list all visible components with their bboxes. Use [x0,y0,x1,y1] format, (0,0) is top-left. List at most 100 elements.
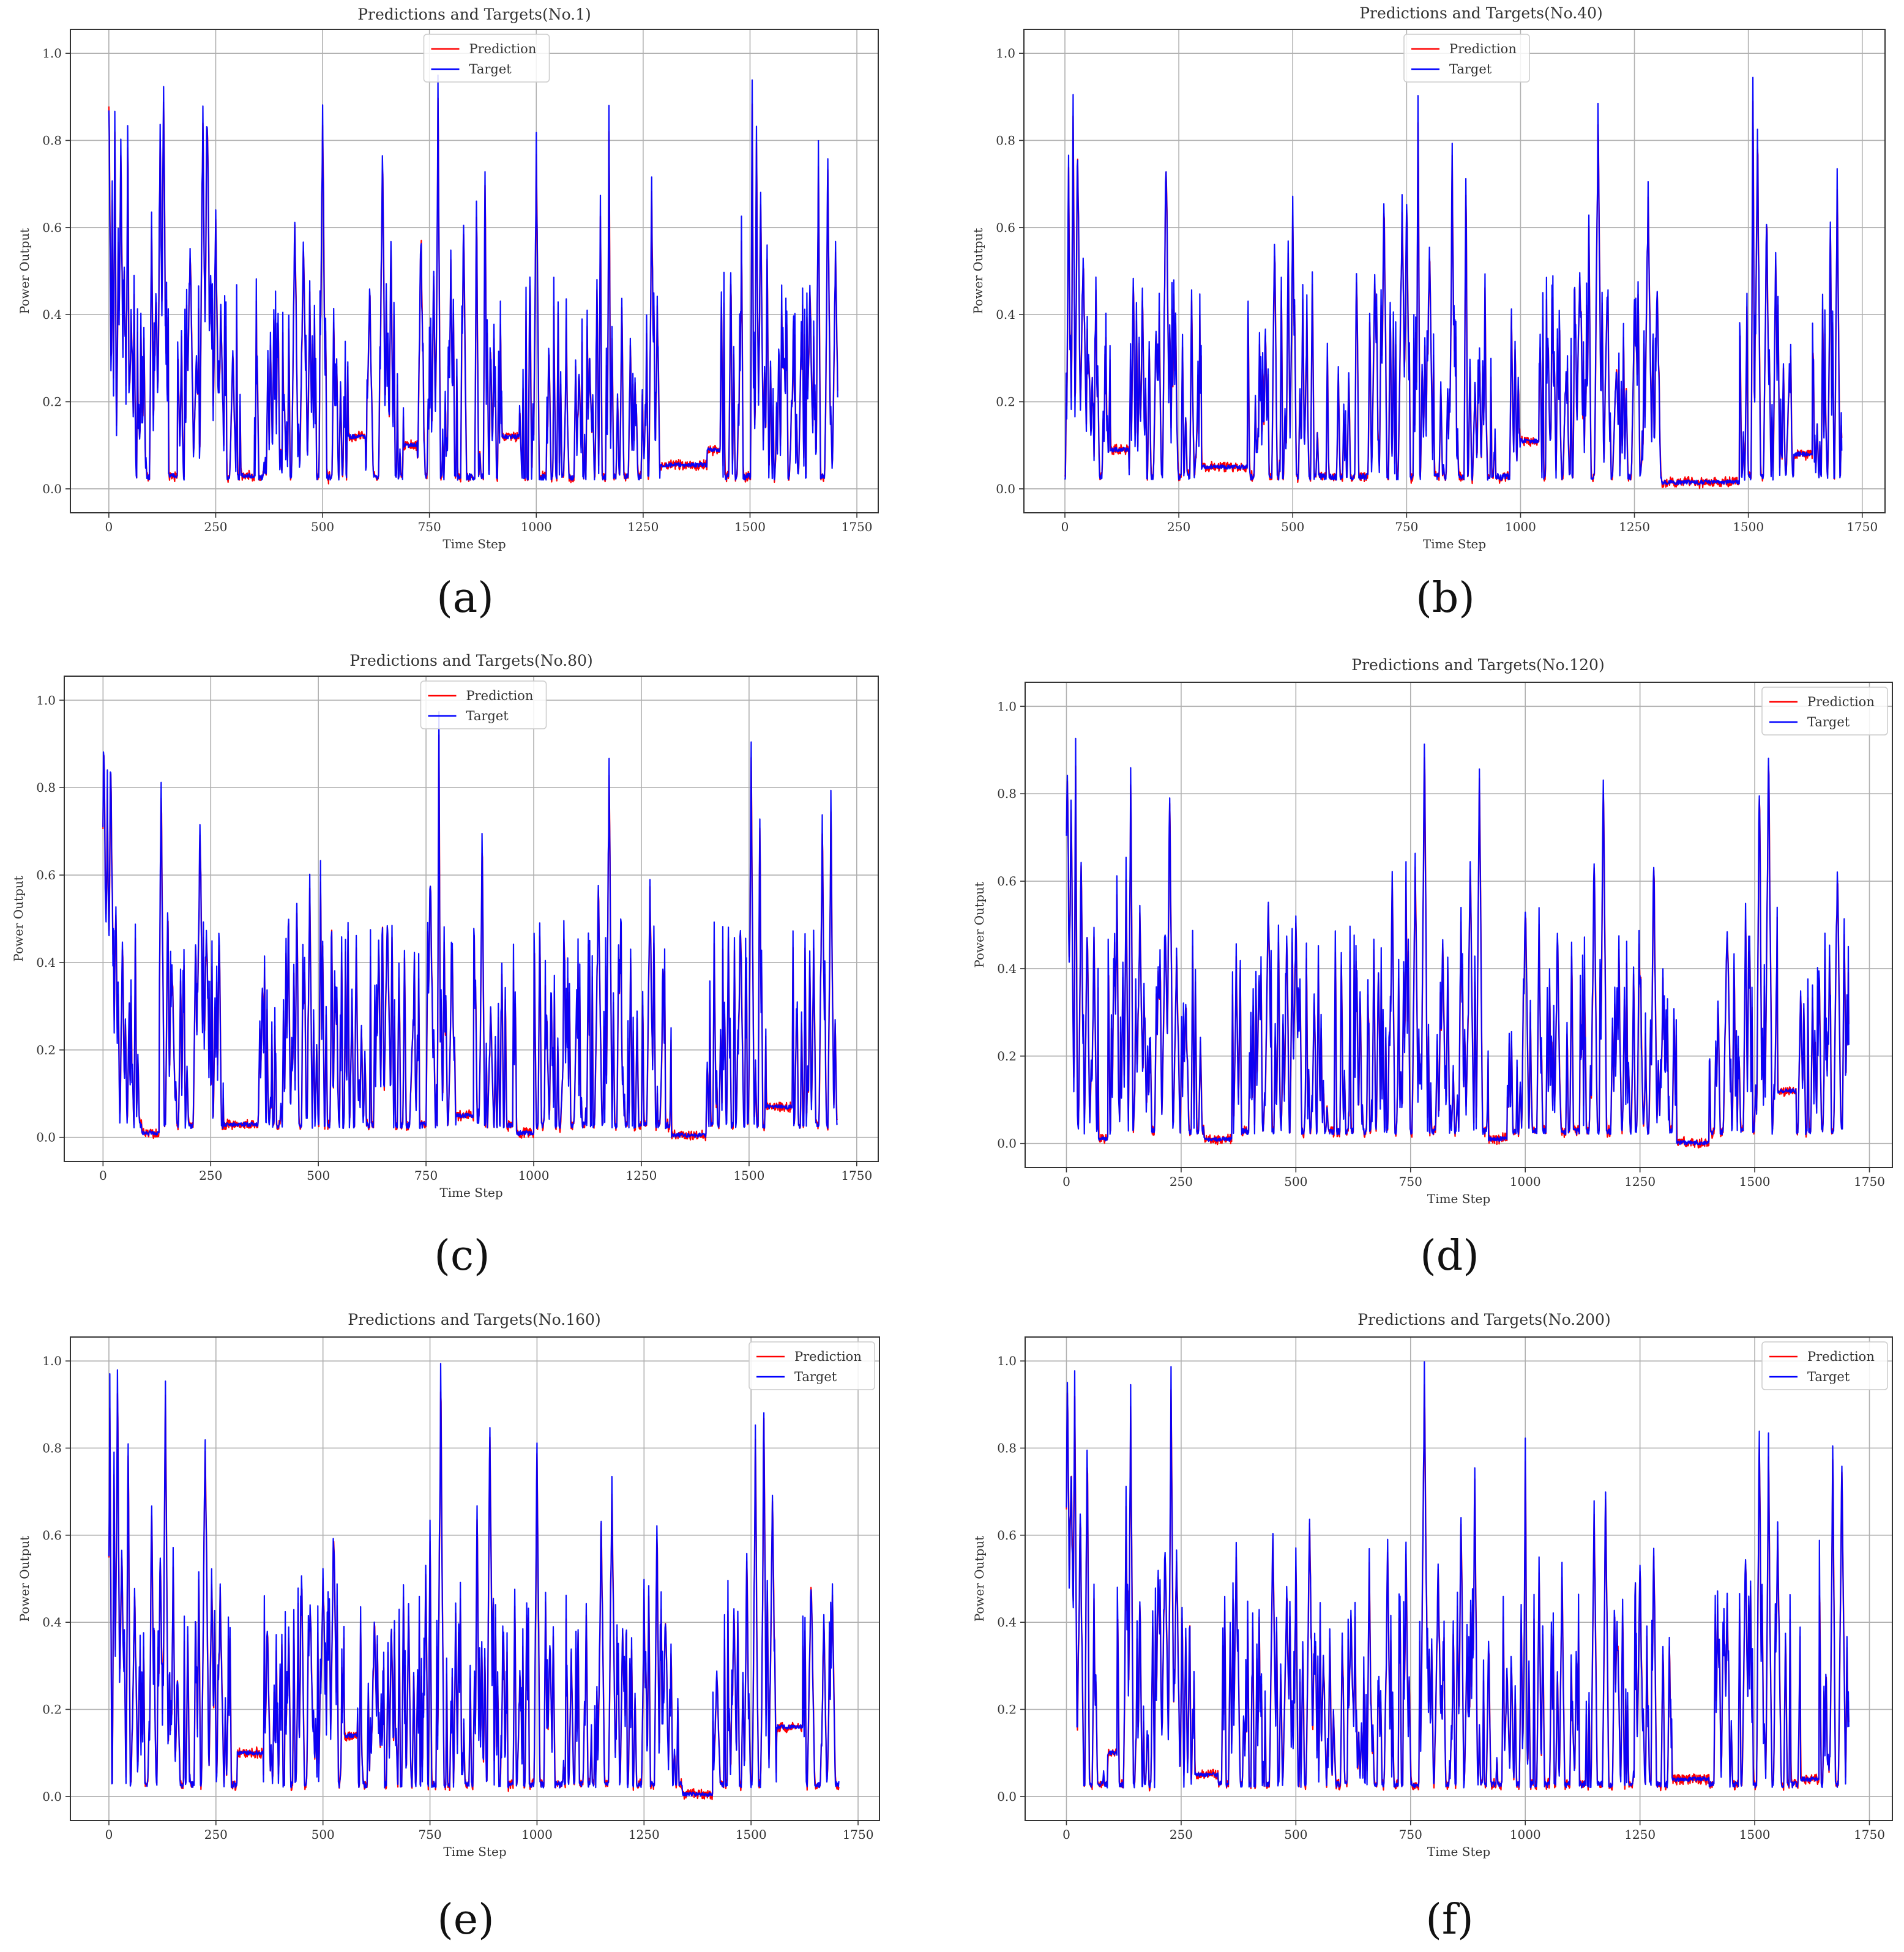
legend: Prediction Target [1403,34,1530,83]
y-tick-label: 0.4 [36,955,56,970]
y-tick-label: 0.4 [997,961,1017,976]
y-tick-label: 0.2 [42,395,62,409]
legend: Prediction Target [423,34,550,83]
series-line-target [108,74,838,481]
chart-panel-e: Predictions and Targets(No.160) 0 250 500 75… [17,1311,880,1944]
x-tick-label: 1750 [842,520,873,534]
x-tick-label: 500 [1281,520,1304,534]
legend-label-prediction: Prediction [1449,42,1517,56]
x-tick-label: 250 [1170,1827,1193,1842]
y-axis-label: Power Output [972,882,987,968]
plot-frame [1025,1336,1893,1821]
y-tick-label: 0.2 [997,1702,1017,1717]
chart-title: Predictions and Targets(No.160) [348,1311,600,1328]
x-tick-label: 500 [307,1168,330,1183]
x-tick-label: 1750 [1846,520,1878,534]
y-tick-label: 0.0 [42,1789,62,1804]
y-tick-label: 0.8 [42,133,62,147]
x-axis-label: Time Step [1427,1844,1490,1859]
x-tick-label: 1000 [1505,520,1536,534]
y-axis-label: Power Output [11,876,26,962]
panel-caption: (b) [1416,574,1475,622]
panel-caption: (e) [437,1896,494,1944]
x-tick-label: 750 [1399,1174,1422,1189]
x-tick-label: 1750 [1854,1174,1885,1189]
y-tick-label: 0.0 [36,1130,56,1145]
plot-frame [70,29,879,513]
chart-title: Predictions and Targets(No.120) [1351,656,1604,674]
legend-label-prediction: Prediction [466,688,534,703]
x-tick-label: 1250 [1624,1174,1656,1189]
x-tick-label: 1500 [736,1827,767,1842]
x-tick-label: 250 [204,1827,228,1842]
x-tick-label: 1000 [521,520,552,534]
legend-label-target: Target [794,1369,837,1384]
y-tick-label: 0.4 [42,1615,62,1630]
plot-frame [70,1336,880,1821]
y-tick-label: 0.6 [997,1528,1017,1543]
legend-label-target: Target [469,62,512,76]
legend: Prediction Target [420,680,547,729]
y-tick-label: 0.6 [36,868,56,882]
x-tick-label: 1500 [1739,1827,1771,1842]
chart-panel-a: Predictions and Targets(No.1) 0 250 500 750 1… [17,6,879,622]
y-tick-label: 0.0 [997,1789,1017,1804]
x-tick-label: 500 [312,1827,335,1842]
y-tick-label: 1.0 [42,46,62,61]
y-axis-label: Power Output [972,1536,987,1622]
series-line-prediction [108,97,838,485]
x-tick-label: 250 [1167,520,1190,534]
y-tick-label: 0.2 [997,1049,1017,1064]
plot-frame [1025,682,1893,1168]
chart-panel-b: Predictions and Targets(No.40) 0 250 500 750… [971,4,1886,622]
y-tick-label: 0.8 [997,1440,1017,1455]
x-tick-label: 1750 [843,1827,874,1842]
panel-caption: (f) [1425,1896,1473,1944]
chart-title: Predictions and Targets(No.200) [1357,1311,1610,1328]
x-tick-label: 1000 [1510,1174,1541,1189]
series-line-target [1066,737,1850,1145]
x-tick-label: 500 [1284,1827,1307,1842]
legend-label-prediction: Prediction [794,1349,862,1364]
x-tick-label: 1250 [1624,1827,1656,1842]
legend-label-prediction: Prediction [1807,695,1875,709]
x-tick-label: 250 [204,520,227,534]
x-tick-label: 750 [414,1168,438,1183]
y-tick-label: 0.0 [42,482,62,496]
x-tick-label: 1500 [1733,520,1764,534]
legend: Prediction Target [1761,687,1888,736]
y-tick-label: 0.2 [42,1702,62,1717]
panel-caption: (a) [436,574,494,622]
legend-box [1403,34,1530,83]
x-tick-label: 750 [1395,520,1418,534]
y-tick-label: 1.0 [996,46,1015,61]
x-tick-label: 500 [1284,1174,1307,1189]
y-tick-label: 0.6 [997,874,1017,888]
legend-label-prediction: Prediction [469,42,537,56]
y-tick-label: 1.0 [36,693,56,707]
x-tick-label: 1250 [629,1827,660,1842]
y-tick-label: 1.0 [42,1354,62,1368]
x-tick-label: 1500 [1739,1174,1771,1189]
plot-frame [64,676,879,1162]
series-line-target [1064,76,1843,485]
y-tick-label: 0.8 [36,780,56,795]
chart-panel-d: Predictions and Targets(No.120) 0 250 500 75… [972,656,1893,1280]
y-tick-label: 0.4 [996,307,1015,322]
x-tick-label: 250 [1170,1174,1193,1189]
x-axis-label: Time Step [439,1185,502,1200]
x-tick-label: 1750 [841,1168,872,1183]
x-axis-label: Time Step [1423,537,1486,551]
x-axis-label: Time Step [443,1844,506,1859]
x-tick-label: 500 [311,520,334,534]
series-line-target [108,1363,840,1797]
legend-label-target: Target [466,709,509,723]
series-line-target [1066,1361,1850,1789]
y-axis-label: Power Output [17,228,32,315]
x-tick-label: 0 [1062,1827,1070,1842]
legend-label-prediction: Prediction [1807,1349,1875,1364]
y-tick-label: 0.8 [996,133,1015,147]
y-tick-label: 1.0 [997,699,1017,713]
x-tick-label: 1750 [1854,1827,1885,1842]
legend-label-target: Target [1807,715,1850,729]
